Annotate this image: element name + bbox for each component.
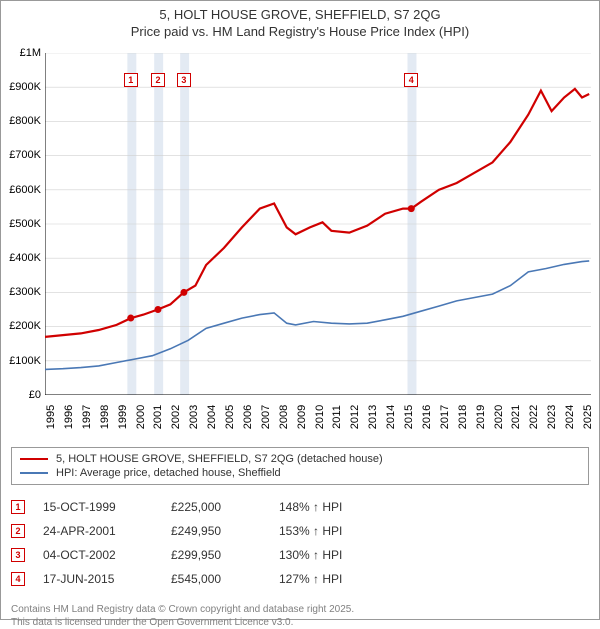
event-pct: 127% ↑ HPI [279,572,399,586]
footer-line-2: This data is licensed under the Open Gov… [11,616,589,629]
x-tick-label: 2023 [546,405,558,429]
event-table-row: 2 24-APR-2001 £249,950 153% ↑ HPI [11,519,589,543]
event-table-row: 4 17-JUN-2015 £545,000 127% ↑ HPI [11,567,589,591]
title-line-2: Price paid vs. HM Land Registry's House … [9,24,591,41]
y-tick-label: £1M [20,47,41,59]
x-tick-label: 1996 [63,405,75,429]
x-tick-label: 2009 [296,405,308,429]
y-tick-label: £300K [9,286,41,298]
x-tick-label: 2013 [367,405,379,429]
event-table-row: 3 04-OCT-2002 £299,950 130% ↑ HPI [11,543,589,567]
x-tick-label: 2007 [260,405,272,429]
event-marker: 2 [151,73,165,87]
y-tick-label: £100K [9,355,41,367]
event-date: 04-OCT-2002 [43,548,153,562]
x-tick-label: 2005 [224,405,236,429]
legend-row-property: 5, HOLT HOUSE GROVE, SHEFFIELD, S7 2QG (… [20,452,580,466]
event-pct: 148% ↑ HPI [279,500,399,514]
event-date: 24-APR-2001 [43,524,153,538]
x-tick-label: 2018 [457,405,469,429]
x-tick-label: 2004 [206,405,218,429]
event-date: 15-OCT-1999 [43,500,153,514]
y-tick-label: £600K [9,184,41,196]
x-tick-label: 2006 [242,405,254,429]
x-tick-label: 2016 [421,405,433,429]
x-tick-label: 2024 [564,405,576,429]
x-tick-label: 2000 [135,405,147,429]
event-marker: 3 [177,73,191,87]
y-tick-label: £0 [29,389,41,401]
x-tick-label: 1999 [117,405,129,429]
footer-line-1: Contains HM Land Registry data © Crown c… [11,603,589,616]
event-pct: 130% ↑ HPI [279,548,399,562]
legend-swatch-property [20,458,48,460]
event-table-row: 1 15-OCT-1999 £225,000 148% ↑ HPI [11,495,589,519]
x-tick-label: 1998 [99,405,111,429]
x-tick-label: 2022 [528,405,540,429]
x-tick-label: 2014 [385,405,397,429]
x-tick-label: 2020 [493,405,505,429]
event-price: £299,950 [171,548,261,562]
x-tick-label: 2019 [475,405,487,429]
title-block: 5, HOLT HOUSE GROVE, SHEFFIELD, S7 2QG P… [1,1,599,43]
title-line-1: 5, HOLT HOUSE GROVE, SHEFFIELD, S7 2QG [9,7,591,24]
x-tick-label: 2001 [152,405,164,429]
x-tick-label: 2011 [331,405,343,429]
x-tick-label: 1995 [45,405,57,429]
x-tick-label: 2021 [510,405,522,429]
events-table: 1 15-OCT-1999 £225,000 148% ↑ HPI 2 24-APR-20… [11,495,589,591]
x-tick-label: 2017 [439,405,451,429]
y-tick-label: £400K [9,252,41,264]
legend-label-hpi: HPI: Average price, detached house, Shef… [56,467,281,479]
legend-label-property: 5, HOLT HOUSE GROVE, SHEFFIELD, S7 2QG (… [56,453,383,465]
footer-attribution: Contains HM Land Registry data © Crown c… [11,603,589,629]
event-marker: 1 [11,500,25,514]
event-price: £249,950 [171,524,261,538]
x-axis: 1995 1996 1997 1998 1999 2000 2001 2002 2003 2004… [45,395,591,443]
event-price: £225,000 [171,500,261,514]
chart-container: 5, HOLT HOUSE GROVE, SHEFFIELD, S7 2QG P… [0,0,600,620]
legend-swatch-hpi [20,472,48,474]
legend-row-hpi: HPI: Average price, detached house, Shef… [20,466,580,480]
plot-region: 123 4 [45,53,591,395]
x-tick-label: 2008 [278,405,290,429]
x-tick-label: 2025 [582,405,594,429]
event-marker: 3 [11,548,25,562]
chart-area: £0 £100K £200K £300K £400K £500K £600K £700K £80… [1,43,599,443]
x-tick-label: 1997 [81,405,93,429]
event-price: £545,000 [171,572,261,586]
y-tick-label: £500K [9,218,41,230]
event-date: 17-JUN-2015 [43,572,153,586]
event-marker: 4 [11,572,25,586]
y-tick-label: £200K [9,320,41,332]
x-tick-label: 2010 [314,405,326,429]
event-pct: 153% ↑ HPI [279,524,399,538]
x-tick-label: 2015 [403,405,415,429]
y-tick-label: £900K [9,81,41,93]
y-axis: £0£100K£200K£300K£400K£500K£600K£700K£80… [1,53,45,395]
plot-svg [45,53,591,395]
x-tick-label: 2002 [170,405,182,429]
x-tick-label: 2012 [349,405,361,429]
x-tick-label: 2003 [188,405,200,429]
y-tick-label: £800K [9,115,41,127]
legend: 5, HOLT HOUSE GROVE, SHEFFIELD, S7 2QG (… [11,447,589,485]
event-marker: 2 [11,524,25,538]
event-marker: 1 [124,73,138,87]
y-tick-label: £700K [9,149,41,161]
event-marker: 4 [404,73,418,87]
